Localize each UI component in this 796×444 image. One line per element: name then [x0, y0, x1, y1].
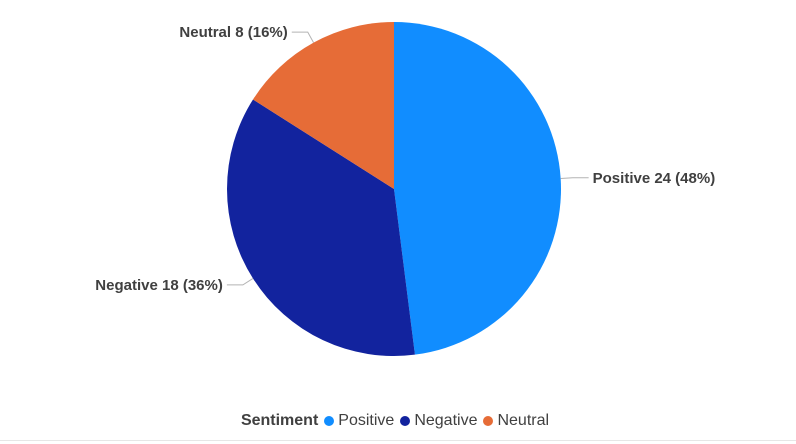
pie-slice-negative[interactable]: [227, 99, 415, 357]
legend-item-neutral[interactable]: Neutral: [483, 412, 549, 430]
data-label-positive: Positive 24 (48%): [593, 170, 716, 187]
leader-lines: [226, 31, 589, 286]
legend-label-negative: Negative: [414, 412, 478, 429]
legend-marker-negative: [400, 416, 411, 426]
data-label-neutral: Neutral 8 (16%): [179, 24, 287, 41]
legend-marker-neutral: [483, 416, 494, 426]
legend-item-negative[interactable]: Negative: [400, 412, 477, 430]
leader-line-neutral: [291, 31, 314, 43]
bottom-divider: [0, 440, 796, 441]
slices: [227, 22, 562, 357]
legend: Sentiment Positive Negative Neutral: [0, 412, 796, 430]
legend-marker-positive: [324, 416, 335, 426]
data-labels: Positive 24 (48%) Negative 18 (36%) Neutra…: [95, 24, 715, 294]
legend-title: Sentiment: [240, 412, 319, 429]
leader-line-positive: [560, 177, 589, 180]
pie-slice-positive[interactable]: [394, 22, 562, 355]
data-label-negative: Negative 18 (36%): [95, 277, 223, 294]
pie-slice-neutral[interactable]: [252, 22, 394, 189]
legend-label-neutral: Neutral: [497, 412, 550, 429]
leader-line-negative: [226, 278, 254, 286]
legend-item-positive[interactable]: Positive: [324, 412, 394, 430]
legend-label-positive: Positive: [338, 412, 395, 429]
